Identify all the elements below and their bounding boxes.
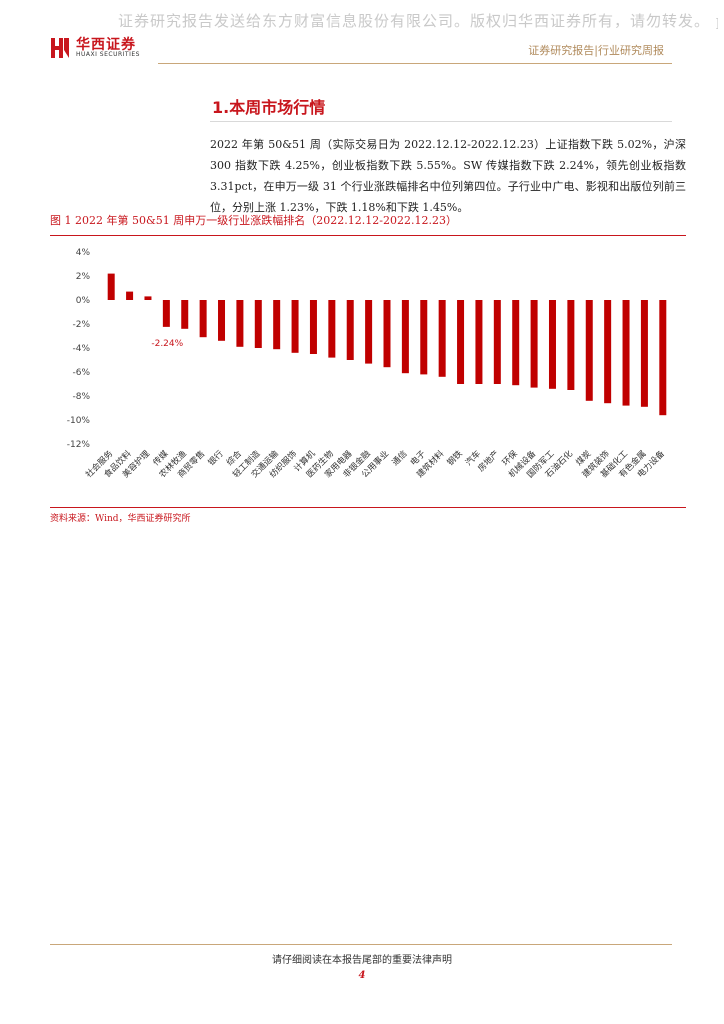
bar [640, 300, 648, 407]
bar [604, 300, 612, 404]
page-number: 4 [358, 970, 366, 981]
logo-subtext: HUAXI SECURITIES [76, 51, 140, 58]
y-tick-label: 4% [76, 248, 91, 258]
y-tick-label: -6% [72, 368, 90, 378]
y-tick-label: 2% [76, 272, 91, 282]
y-tick-label: -2% [72, 320, 90, 330]
bar [218, 300, 226, 341]
figure-title: 图 1 2022 年第 50&51 周申万一级行业涨跌幅排名（2022.12.1… [50, 214, 457, 227]
huaxi-logo-icon [51, 38, 69, 58]
bar [622, 300, 630, 406]
bar [309, 300, 317, 354]
bar [401, 300, 409, 374]
bar [199, 300, 207, 338]
figure-top-rule [50, 235, 686, 236]
bar [162, 300, 170, 327]
y-tick-label: -12% [67, 440, 91, 450]
section-paragraph: 2022 年第 50&51 周（实际交易日为 2022.12.12-2022.1… [210, 138, 686, 214]
bar [475, 300, 483, 384]
bar [126, 291, 134, 300]
bar [457, 300, 465, 384]
header-divider [158, 63, 672, 64]
bar [254, 300, 262, 348]
bar [181, 300, 189, 329]
y-tick-label: -8% [72, 392, 90, 402]
legal-statement: 请仔细阅读在本报告尾部的重要法律声明 [272, 955, 452, 966]
figure-bottom-rule [50, 507, 686, 508]
x-tick-label: 银行 [206, 448, 226, 468]
watermark: 证券研究报告发送给东方财富信息股份有限公司。版权归华西证券所有，请勿转发。 p [118, 12, 718, 30]
figure-source: 资料来源：Wind，华西证券研究所 [50, 514, 191, 524]
logo-text: 华西证券 [76, 37, 136, 53]
bar [107, 273, 115, 300]
bar [438, 300, 446, 377]
bar [346, 300, 354, 360]
bar [273, 300, 281, 350]
report-type: 证券研究报告|行业研究周报 [528, 44, 664, 57]
data-label: -2.24% [151, 339, 183, 349]
y-tick-label: -4% [72, 344, 90, 354]
bar [144, 296, 152, 300]
section-divider [210, 121, 672, 122]
bar [567, 300, 575, 390]
x-tick-label: 房地产 [476, 448, 502, 474]
x-tick-label: 钢铁 [445, 448, 465, 468]
section-title: 1.本周市场行情 [212, 98, 326, 117]
y-tick-label: -10% [67, 416, 91, 426]
bar [512, 300, 520, 386]
x-tick-label: 通信 [390, 448, 410, 468]
bar [493, 300, 501, 384]
bar [383, 300, 391, 368]
bar [236, 300, 244, 347]
bar [659, 300, 667, 416]
bar [291, 300, 299, 353]
footer-divider [50, 944, 672, 945]
bar [548, 300, 556, 389]
bar [530, 300, 538, 388]
y-tick-label: 0% [76, 296, 91, 306]
bar [365, 300, 373, 364]
bar [420, 300, 428, 375]
bar [585, 300, 593, 401]
bar [328, 300, 336, 358]
